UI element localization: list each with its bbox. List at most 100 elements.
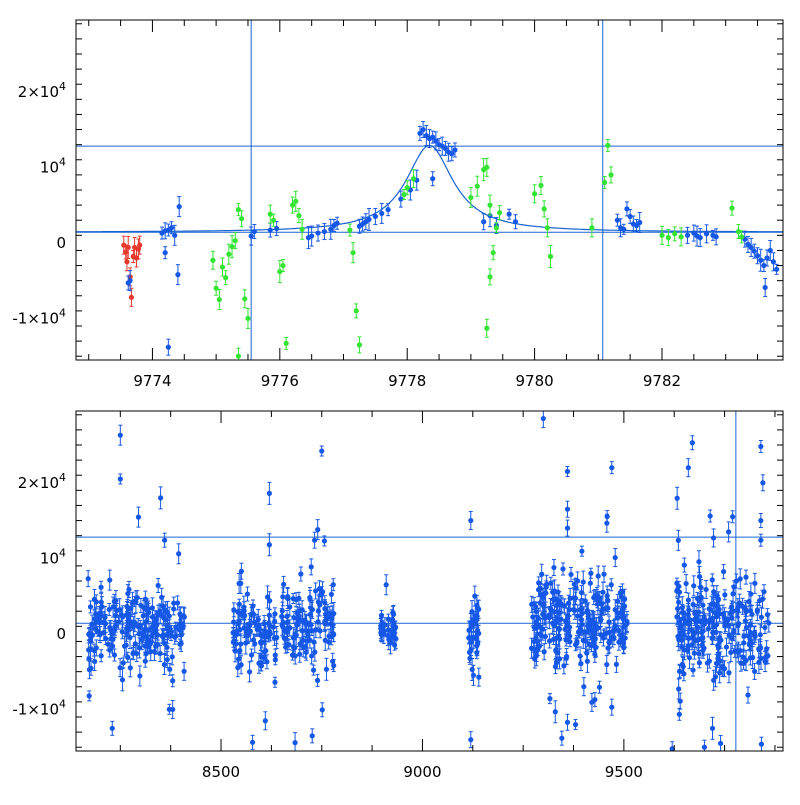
data-point [580, 611, 585, 616]
data-point [614, 656, 619, 672]
data-point [575, 613, 580, 618]
data-point [182, 614, 187, 619]
data-point-green [487, 269, 492, 285]
data-point [547, 638, 552, 643]
data-point [164, 645, 169, 650]
data-point [88, 604, 93, 609]
data-point [296, 613, 301, 618]
data-point-blue [758, 249, 763, 271]
data-point [329, 592, 334, 597]
data-point-green [672, 227, 677, 241]
data-point-green [347, 224, 352, 236]
data-point [620, 608, 625, 613]
data-point [102, 615, 107, 620]
data-point [217, 297, 222, 302]
data-point [579, 617, 584, 622]
data-point [579, 549, 584, 554]
data-point [571, 605, 576, 615]
data-point [331, 611, 336, 616]
data-point [764, 646, 769, 651]
data-point [162, 662, 167, 667]
data-point [389, 630, 394, 635]
data-point [675, 606, 680, 611]
data-point [128, 659, 133, 677]
data-point [92, 659, 97, 664]
data-point [245, 316, 250, 321]
data-point [284, 341, 289, 346]
data-point [553, 701, 558, 723]
x-tick-label: 9776 [261, 372, 299, 390]
data-point [612, 623, 617, 628]
data-point [536, 616, 541, 621]
data-point [618, 638, 623, 643]
data-point [573, 596, 578, 601]
data-point [484, 326, 489, 331]
data-point [283, 645, 288, 650]
data-point [475, 184, 480, 189]
data-point [137, 673, 142, 678]
data-point [121, 660, 126, 665]
data-point [692, 651, 697, 656]
data-point [596, 573, 601, 578]
data-point [421, 127, 426, 132]
data-point [143, 655, 148, 667]
y-tick-exponent: 4 [59, 306, 66, 319]
data-point [393, 636, 398, 641]
data-point-blue [175, 265, 180, 285]
data-point [531, 601, 536, 606]
data-point [556, 634, 561, 639]
data-point [282, 636, 287, 641]
data-point [608, 172, 613, 177]
data-point [316, 609, 321, 614]
data-point [238, 641, 243, 646]
data-point [677, 619, 682, 624]
data-point [176, 544, 181, 564]
data-point [690, 667, 695, 672]
data-point [315, 678, 320, 683]
data-point [588, 571, 593, 576]
data-point [551, 565, 556, 570]
data-point [574, 641, 579, 646]
data-point [312, 538, 317, 543]
data-point [494, 225, 499, 230]
data-point [379, 211, 384, 216]
data-point [285, 627, 290, 632]
data-point [604, 656, 609, 674]
data-point [311, 665, 316, 675]
y-tick-exponent: 4 [59, 80, 66, 93]
data-point [596, 566, 601, 586]
data-point [223, 275, 228, 280]
x-tick-label: 9778 [388, 372, 426, 390]
data-point [357, 342, 362, 347]
data-point [568, 572, 573, 577]
data-point [562, 603, 567, 608]
data-point-blue [615, 214, 620, 226]
data-point [86, 571, 91, 587]
data-point-green [220, 258, 225, 276]
data-point [711, 589, 716, 594]
data-point [231, 619, 236, 624]
data-point [247, 662, 252, 682]
data-point [578, 627, 583, 632]
data-point [347, 227, 352, 232]
data-point [678, 234, 683, 239]
data-point [170, 654, 175, 659]
data-point-green [236, 348, 241, 364]
data-point [542, 206, 547, 211]
data-point [537, 644, 542, 649]
data-point [768, 248, 773, 253]
data-point [267, 609, 272, 621]
data-point-blue [704, 225, 709, 243]
data-point [250, 740, 255, 745]
data-point [322, 621, 327, 626]
data-point [220, 264, 225, 269]
data-point [312, 532, 317, 548]
data-point-green [236, 204, 241, 216]
data-point [311, 668, 316, 673]
data-point [557, 656, 562, 661]
data-point [263, 648, 268, 653]
data-point [292, 733, 297, 753]
data-point [597, 681, 602, 693]
data-point [165, 657, 170, 662]
data-point [143, 597, 148, 602]
